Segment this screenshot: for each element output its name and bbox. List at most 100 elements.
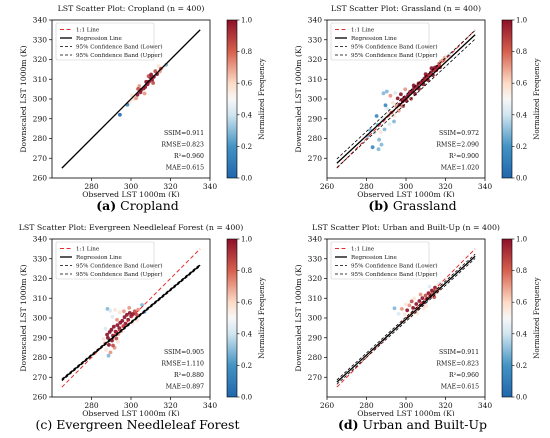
legend-entry: Regression Line bbox=[76, 255, 122, 261]
y-tick-label: 320 bbox=[308, 274, 323, 283]
data-point bbox=[140, 303, 145, 307]
x-tick-label: 340 bbox=[478, 401, 493, 410]
data-point bbox=[403, 302, 408, 307]
colorbar-tick-label: 0.0 bbox=[241, 175, 252, 183]
data-point bbox=[120, 318, 125, 323]
x-axis-label: Observed LST 1000m (K) bbox=[82, 409, 179, 416]
data-point bbox=[110, 314, 115, 319]
colorbar-tick-label: 0.8 bbox=[516, 48, 527, 56]
data-point bbox=[111, 324, 116, 329]
x-tick-label: 300 bbox=[399, 182, 414, 191]
y-tick-label: 340 bbox=[33, 16, 48, 25]
x-tick-label: 340 bbox=[478, 182, 493, 191]
stat-label: MAE=0.615 bbox=[166, 165, 204, 172]
data-point bbox=[420, 296, 425, 300]
data-point bbox=[104, 347, 108, 352]
x-tick-label: 320 bbox=[163, 182, 178, 191]
data-point bbox=[111, 343, 115, 348]
data-point bbox=[430, 288, 434, 293]
data-point bbox=[108, 309, 112, 313]
y-tick-label: 320 bbox=[308, 55, 323, 64]
data-point bbox=[379, 142, 384, 147]
y-tick-label: 280 bbox=[308, 134, 323, 143]
data-point bbox=[409, 299, 414, 304]
legend-entry: Regression Line bbox=[76, 36, 122, 42]
chart-title: LST Scatter Plot: Evergreen Needleleaf F… bbox=[19, 223, 244, 232]
legend: 1:1 Line Regression Line 95% Confidence Ba… bbox=[55, 22, 163, 61]
data-point bbox=[113, 308, 117, 312]
y-tick-label: 330 bbox=[33, 254, 48, 263]
colorbar-tick-label: 0.0 bbox=[516, 175, 527, 183]
data-point bbox=[435, 64, 439, 69]
panel-evergreen-needleleaf-forest: LST Scatter Plot: Evergreen Needleleaf F… bbox=[0, 219, 275, 438]
x-tick-label: 260 bbox=[320, 182, 335, 191]
data-point bbox=[122, 315, 127, 320]
data-point bbox=[134, 96, 139, 101]
data-point bbox=[393, 91, 398, 95]
colorbar-label: Normalized Frequency bbox=[533, 277, 541, 358]
stat-label: MAE=0.897 bbox=[166, 384, 204, 391]
data-point bbox=[105, 332, 109, 337]
colorbar-tick-label: 0.0 bbox=[516, 394, 527, 402]
data-point bbox=[101, 337, 106, 341]
confidence-band-lower bbox=[336, 258, 476, 385]
x-tick-label: 320 bbox=[163, 401, 178, 410]
one-to-one-line bbox=[336, 248, 476, 388]
colorbar-tick-label: 0.2 bbox=[241, 143, 252, 151]
regression-line bbox=[336, 34, 476, 164]
data-point bbox=[136, 307, 141, 312]
data-point bbox=[414, 302, 419, 306]
colorbar bbox=[226, 19, 238, 179]
panel-tag: (b) bbox=[368, 198, 389, 213]
x-tick-label: 280 bbox=[359, 182, 374, 191]
stat-label: R²=0.900 bbox=[449, 153, 479, 160]
data-point bbox=[427, 284, 432, 289]
data-point bbox=[388, 93, 393, 98]
stat-label: RMSE=0.823 bbox=[161, 142, 204, 149]
panel-tag: (c) bbox=[35, 417, 53, 432]
data-point bbox=[413, 92, 417, 96]
y-tick-label: 340 bbox=[308, 235, 323, 244]
data-point bbox=[127, 311, 132, 315]
data-point bbox=[125, 312, 129, 317]
colorbar-tick-label: 0.6 bbox=[516, 80, 528, 88]
x-tick-label: 300 bbox=[124, 182, 139, 191]
legend-box bbox=[330, 241, 430, 280]
y-tick-label: 270 bbox=[308, 373, 323, 382]
legend-entry: 95% Confidence Band (Lower) bbox=[351, 44, 438, 51]
colorbar-tick-label: 0.8 bbox=[516, 267, 527, 275]
x-axis-label: Observed LST 1000m (K) bbox=[82, 190, 179, 197]
scatter-chart-urban: LST Scatter Plot: Urban and Built-Up (n … bbox=[294, 223, 541, 416]
data-point bbox=[407, 303, 412, 308]
data-point bbox=[117, 310, 122, 315]
panel-caption: (d) Urban and Built-Up bbox=[275, 417, 550, 432]
stat-label: MAE=1.020 bbox=[441, 165, 479, 172]
y-tick-label: 310 bbox=[33, 294, 48, 303]
x-tick-label: 280 bbox=[359, 401, 374, 410]
legend-entry: 95% Confidence Band (Lower) bbox=[76, 263, 163, 270]
y-tick-label: 290 bbox=[308, 333, 323, 342]
x-tick-label: 280 bbox=[84, 182, 99, 191]
panel-cropland: LST Scatter Plot: Cropland (n = 400) 280 3… bbox=[0, 0, 275, 219]
stat-label: SSIM=0.905 bbox=[164, 349, 204, 356]
y-tick-label: 300 bbox=[308, 95, 323, 104]
data-point bbox=[113, 329, 118, 334]
data-point bbox=[105, 307, 110, 311]
panel-grassland: LST Scatter Plot: Grassland (n = 400) 260… bbox=[275, 0, 550, 219]
data-point bbox=[384, 89, 389, 94]
data-point bbox=[117, 326, 122, 330]
colorbar-tick-label: 0.8 bbox=[241, 48, 252, 56]
x-tick-label: 260 bbox=[320, 401, 335, 410]
y-tick-label: 290 bbox=[33, 114, 48, 123]
data-point bbox=[400, 307, 404, 311]
scatter-chart-cropland: LST Scatter Plot: Cropland (n = 400) 280 3… bbox=[19, 4, 266, 197]
legend: 1:1 Line Regression Line 95% Confidence Ba… bbox=[330, 22, 438, 61]
y-tick-label: 300 bbox=[33, 314, 48, 323]
data-point bbox=[383, 103, 388, 108]
data-point bbox=[378, 130, 383, 134]
colorbar-tick-label: 0.6 bbox=[241, 299, 253, 307]
y-tick-label: 310 bbox=[33, 75, 48, 84]
x-axis-label: Observed LST 1000m (K) bbox=[357, 409, 454, 416]
colorbar-tick-label: 0.8 bbox=[241, 267, 252, 275]
colorbar-tick-label: 0.2 bbox=[516, 143, 527, 151]
